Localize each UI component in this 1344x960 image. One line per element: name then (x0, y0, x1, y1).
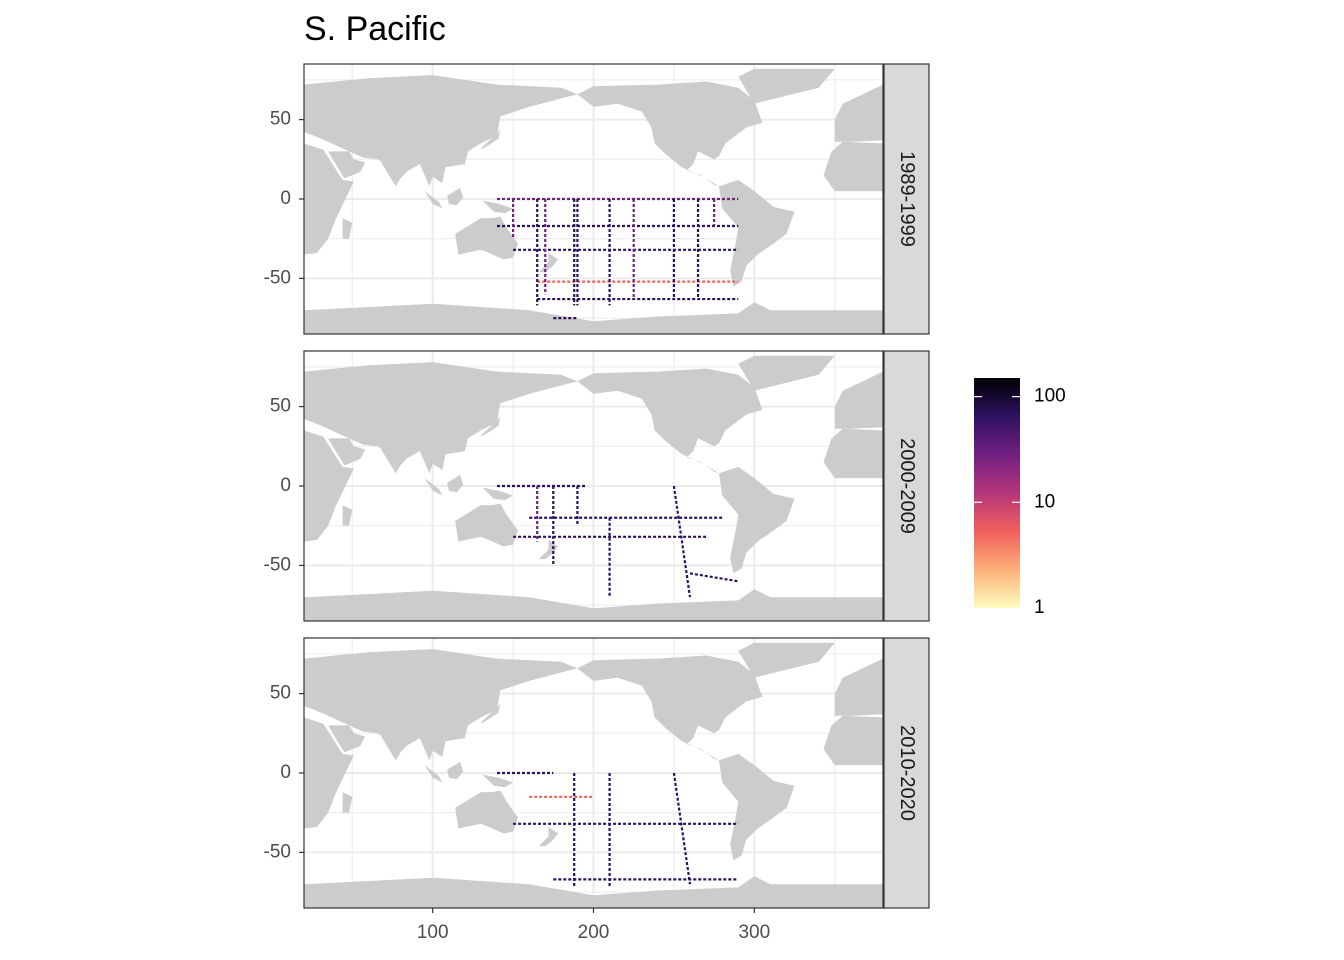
y-tick-label: -50 (264, 841, 291, 862)
x-axis: 100 200 300 (417, 908, 770, 943)
land-mass (342, 218, 353, 239)
land-mass (482, 487, 514, 501)
x-tick-label: 100 (417, 922, 449, 943)
facet-strip (883, 637, 930, 909)
land-mass (455, 503, 518, 547)
cruise-track (689, 572, 739, 583)
land-mass (342, 505, 353, 526)
facet-strip-label: 2010-2020 (896, 725, 918, 821)
cruise-track (672, 485, 692, 598)
x-tick-label: 200 (578, 922, 610, 943)
land-mass (719, 753, 795, 861)
land-mass (823, 428, 883, 479)
facet-strip-label: 2000-2009 (896, 438, 918, 534)
x-tick-label: 300 (738, 922, 770, 943)
land-mass (381, 449, 414, 474)
land-mass (304, 143, 354, 255)
color-legend: 100 10 1 (974, 378, 1066, 618)
y-tick-label: 0 (280, 188, 291, 209)
land-mass (424, 191, 443, 209)
y-tick-label: -50 (264, 267, 291, 288)
facet-panel: 2010-2020 50 0 -50 (264, 637, 930, 909)
land-mass (834, 658, 883, 716)
facet-panels: 1989-1999 50 0 -50 2000-2009 50 0 -50 2010-2020 5… (264, 63, 930, 909)
land-mass (304, 302, 883, 334)
legend-label: 10 (1034, 491, 1055, 512)
plot-title: S. Pacific (304, 10, 446, 48)
land-mass (719, 179, 795, 287)
legend-colorbar (974, 378, 1020, 608)
land-mass (823, 141, 883, 192)
land-mass (834, 371, 883, 429)
land-mass (304, 876, 883, 908)
facet-strip-label: 1989-1999 (896, 151, 918, 247)
land-mass (482, 774, 514, 788)
land-mass (424, 765, 443, 783)
y-tick-label: 50 (270, 109, 291, 130)
land-mass (719, 466, 795, 574)
land-mass (342, 792, 353, 813)
land-mass (328, 438, 366, 466)
land-mass (328, 725, 366, 753)
y-tick-label: 0 (280, 475, 291, 496)
land-mass (447, 474, 464, 493)
y-tick-label: -50 (264, 554, 291, 575)
land-mass (538, 827, 559, 847)
land-mass (577, 655, 763, 761)
land-mass (577, 368, 763, 474)
legend-label: 1 (1034, 597, 1045, 618)
land-mass (480, 416, 501, 437)
facet-panel: 2000-2009 50 0 -50 (264, 350, 930, 622)
land-mass (424, 478, 443, 496)
land-mass (328, 151, 366, 179)
legend-ticks: 100 10 1 (974, 386, 1066, 618)
y-tick-label: 50 (270, 396, 291, 417)
land-mass (455, 216, 518, 260)
y-tick-label: 50 (270, 683, 291, 704)
land-mass (304, 362, 578, 474)
y-tick-label: 0 (280, 762, 291, 783)
legend-label: 100 (1034, 386, 1066, 407)
land-mass (538, 253, 559, 273)
land-mass (304, 430, 354, 542)
land-mass (482, 200, 514, 214)
land-mass (304, 649, 578, 761)
land-mass (738, 68, 835, 104)
facet-panel: 1989-1999 50 0 -50 (264, 63, 930, 335)
land-mass (480, 703, 501, 724)
cruise-track (672, 772, 692, 885)
land-mass (447, 761, 464, 780)
facet-strip (883, 350, 930, 622)
land-mass (538, 540, 559, 560)
land-mass (738, 642, 835, 678)
land-mass (304, 717, 354, 829)
land-mass (738, 355, 835, 391)
land-mass (381, 736, 414, 761)
land-mass (304, 75, 578, 187)
land-mass (381, 162, 414, 187)
land-mass (823, 715, 883, 766)
land-mass (455, 790, 518, 834)
facet-strip (883, 63, 930, 335)
land-mass (834, 84, 883, 142)
land-mass (304, 589, 883, 621)
land-mass (447, 187, 464, 206)
land-mass (480, 129, 501, 150)
land-mass (577, 81, 763, 187)
